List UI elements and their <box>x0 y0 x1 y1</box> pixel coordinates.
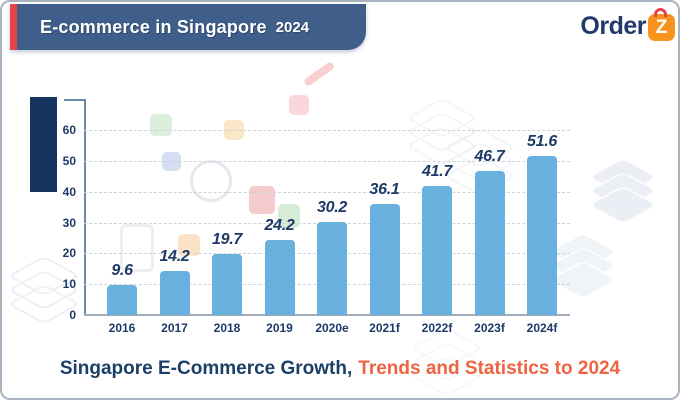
brand-logo-letter: Z <box>655 16 668 38</box>
caption-orange-text: Trends and Statistics to 2024 <box>358 358 621 379</box>
bar <box>107 285 137 315</box>
bar <box>474 171 505 315</box>
x-axis-category-label: 2023f <box>474 321 505 335</box>
bar-value-label: 41.7 <box>422 163 452 181</box>
y-axis-tick-label: 50 <box>62 153 76 168</box>
bar-chart: 0 10 20 30 40 50 60 9.6 2016 14.2 2017 19.7 2018 24.2… <box>40 97 580 347</box>
x-axis-category-label: 2021f <box>369 321 400 335</box>
bar-value-label: 36.1 <box>369 180 400 198</box>
y-axis-top-cap <box>64 99 85 101</box>
shopping-bag-icon: Z <box>648 8 675 41</box>
bar <box>159 271 190 315</box>
chart-caption: Singapore E-Commerce Growth, Trends and S… <box>2 358 678 380</box>
x-axis-category-label: 2017 <box>161 321 188 335</box>
bar-value-label: 30.2 <box>317 198 347 216</box>
banner-year: 2024 <box>275 18 310 36</box>
x-axis-category-label: 2016 <box>108 321 136 335</box>
bar-value-label: 19.7 <box>212 231 242 249</box>
decor-box-stack-icon <box>587 152 659 232</box>
y-gridline <box>84 130 570 131</box>
y-axis-tick-label: 40 <box>62 184 76 199</box>
banner-accent-stripe <box>10 4 17 50</box>
x-axis-category-label: 2020e <box>315 321 349 335</box>
decor-navy-block <box>30 97 57 192</box>
bar-value-label: 24.2 <box>264 217 295 235</box>
x-axis-line <box>84 314 570 316</box>
bar <box>264 240 295 315</box>
bar <box>212 254 242 315</box>
brand-logo-text: Order <box>580 11 646 40</box>
banner-title: E-commerce in Singapore <box>40 16 267 37</box>
bar <box>369 203 400 315</box>
bar-value-label: 14.2 <box>159 248 190 266</box>
bar-value-label: 51.6 <box>527 132 557 150</box>
bar <box>527 155 557 315</box>
y-axis-tick-label: 0 <box>69 308 76 322</box>
y-gridline <box>84 160 570 162</box>
y-axis-tick-label: 20 <box>62 246 76 261</box>
decor-cart-icon <box>302 60 336 88</box>
y-axis-tick-label: 30 <box>62 215 76 230</box>
bar <box>317 221 347 315</box>
bar-value-label: 46.7 <box>474 148 505 165</box>
bag-handle-icon <box>654 8 667 17</box>
x-axis-category-label: 2019 <box>266 321 293 335</box>
y-axis-tick-label: 60 <box>62 123 76 137</box>
y-axis-tick-label: 10 <box>62 277 76 292</box>
x-axis-category-label: 2022f <box>421 321 453 335</box>
x-axis-category-label: 2024f <box>526 321 558 335</box>
y-gridline <box>84 191 570 193</box>
brand-logo: Order Z <box>580 8 675 41</box>
x-axis-category-label: 2018 <box>213 321 241 335</box>
header-banner: E-commerce in Singapore 2024 <box>10 4 366 50</box>
bar <box>422 186 452 315</box>
caption-navy-text: Singapore E-Commerce Growth, <box>59 358 353 379</box>
y-axis-line <box>84 99 86 315</box>
